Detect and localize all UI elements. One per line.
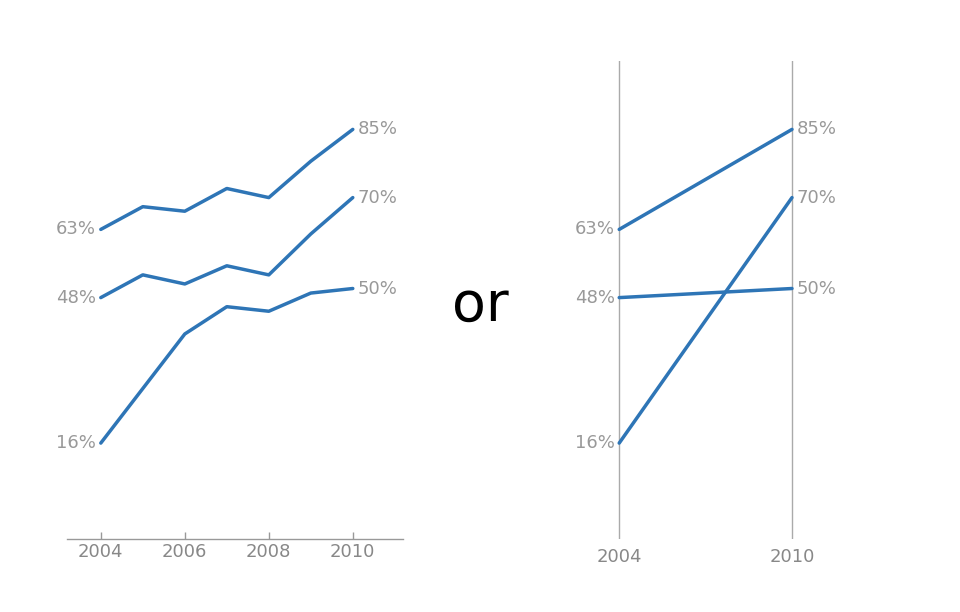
- Text: 48%: 48%: [575, 289, 614, 307]
- Text: 16%: 16%: [575, 434, 614, 452]
- Text: 50%: 50%: [797, 280, 836, 297]
- Text: 48%: 48%: [56, 289, 96, 307]
- Text: 85%: 85%: [797, 121, 836, 138]
- Text: 16%: 16%: [56, 434, 96, 452]
- Text: 85%: 85%: [358, 121, 397, 138]
- Text: 70%: 70%: [797, 188, 836, 207]
- Text: 63%: 63%: [56, 220, 96, 239]
- Text: or: or: [451, 279, 509, 333]
- Text: 63%: 63%: [575, 220, 614, 239]
- Text: 50%: 50%: [358, 280, 397, 297]
- Text: 70%: 70%: [358, 188, 397, 207]
